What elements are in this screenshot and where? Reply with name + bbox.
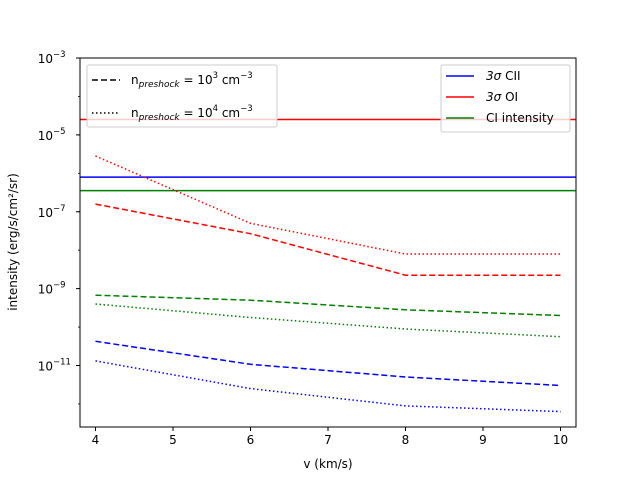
x-tick-label: 4	[92, 433, 100, 447]
x-tick-label: 10	[553, 433, 568, 447]
legend-right-box	[440, 64, 571, 133]
legend-left-label: npreshock = 104 cm−3	[131, 104, 253, 123]
y-tick-label: 10−7	[38, 204, 66, 220]
x-axis-ticks: 4 5 6 7 8 9 10	[92, 427, 568, 447]
x-tick-label: 9	[479, 433, 487, 447]
x-tick-label: 6	[247, 433, 255, 447]
legend-right-label: CI intensity	[486, 111, 554, 125]
series-line-5	[95, 303, 561, 338]
x-axis-label: v (km/s)	[303, 457, 352, 471]
legend-left-label: npreshock = 103 cm−3	[131, 71, 253, 90]
y-tick-label: 10−3	[38, 50, 66, 66]
y-tick-label: 10−11	[38, 358, 71, 374]
y-tick-label: 10−5	[38, 127, 66, 143]
series-line-3	[95, 155, 561, 255]
legend-lines: 3σ CII 3σ OI CI intensity	[440, 64, 571, 133]
series-line-4	[95, 294, 561, 317]
legend-right-label: 3σ CII	[486, 69, 521, 83]
x-tick-label: 8	[402, 433, 410, 447]
series-line-0	[95, 340, 561, 387]
y-tick-label: 10−9	[38, 281, 66, 297]
legend-density: npreshock = 103 cm−3 npreshock = 104 cm−3	[86, 64, 278, 128]
legend-right-label: 3σ OI	[486, 90, 518, 104]
x-tick-label: 5	[169, 433, 177, 447]
y-axis-label: intensity (erg/s/cm²/sr)	[6, 173, 20, 311]
series-line-2	[95, 203, 561, 276]
y-axis-ticks: 10−11 10−9 10−7 10−5 10−3	[38, 50, 80, 405]
x-tick-label: 7	[324, 433, 332, 447]
plot-lines	[80, 118, 576, 413]
legend-left-box	[86, 64, 278, 128]
